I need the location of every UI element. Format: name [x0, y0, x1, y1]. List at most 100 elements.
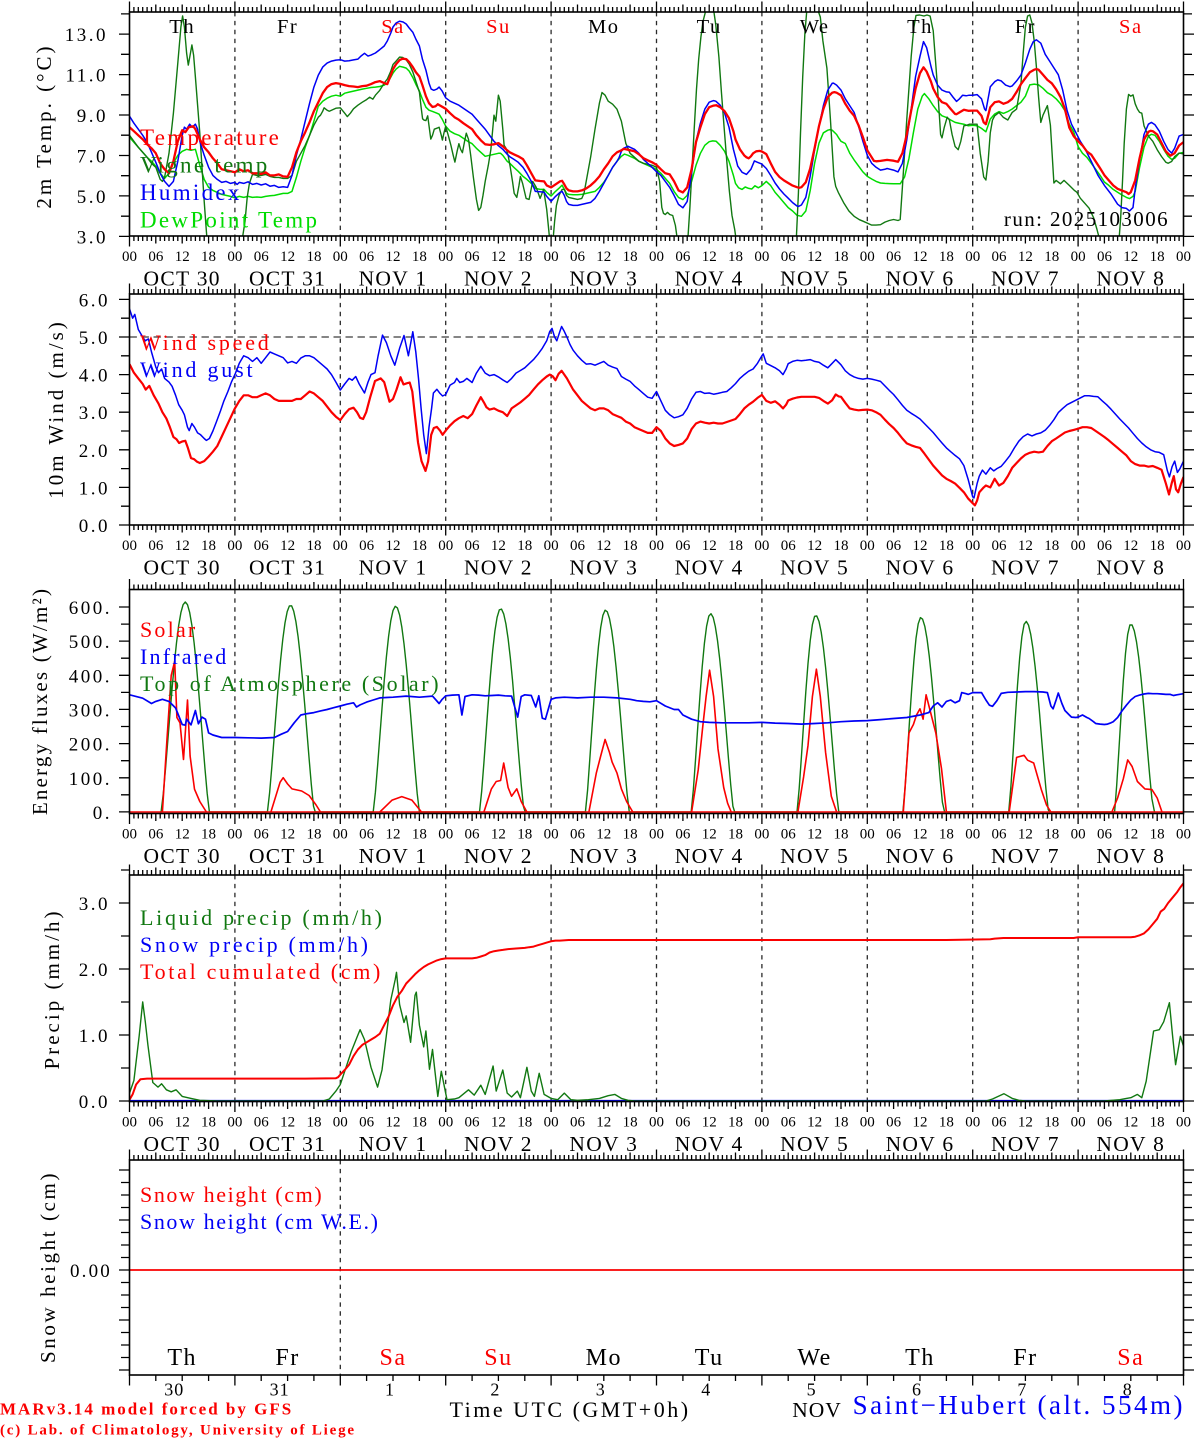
svg-text:Infrared: Infrared	[140, 644, 228, 669]
svg-text:18: 18	[201, 538, 216, 554]
svg-text:12: 12	[913, 249, 928, 265]
svg-text:18: 18	[306, 1115, 321, 1131]
svg-text:18: 18	[939, 827, 954, 843]
svg-text:NOV 2: NOV 2	[464, 1132, 533, 1156]
svg-text:00: 00	[544, 249, 559, 265]
svg-text:NOV 2: NOV 2	[464, 844, 533, 868]
svg-text:06: 06	[992, 1115, 1008, 1131]
svg-text:Snow height (cm): Snow height (cm)	[36, 1171, 60, 1363]
svg-text:12: 12	[175, 249, 190, 265]
svg-text:18: 18	[517, 538, 532, 554]
svg-text:Snow height (cm): Snow height (cm)	[140, 1182, 323, 1207]
svg-text:12: 12	[1123, 538, 1138, 554]
svg-text:NOV 7: NOV 7	[991, 267, 1060, 291]
svg-text:NOV 3: NOV 3	[569, 1132, 638, 1156]
svg-text:12: 12	[596, 827, 611, 843]
svg-text:10m Wind (m/s): 10m Wind (m/s)	[44, 319, 68, 499]
svg-text:Su: Su	[484, 1345, 512, 1371]
svg-text:OCT 30: OCT 30	[144, 844, 221, 868]
svg-text:NOV 6: NOV 6	[886, 267, 955, 291]
svg-text:00: 00	[649, 1115, 664, 1131]
svg-text:00: 00	[965, 827, 980, 843]
svg-text:2m Temp. (°C): 2m Temp. (°C)	[32, 43, 56, 208]
svg-text:12: 12	[1018, 827, 1033, 843]
svg-text:00: 00	[333, 1115, 348, 1131]
svg-text:Sa: Sa	[1119, 16, 1143, 38]
svg-text:00: 00	[1176, 538, 1191, 554]
svg-text:OCT 30: OCT 30	[144, 1132, 221, 1156]
svg-text:600.: 600.	[69, 598, 112, 619]
svg-text:NOV 6: NOV 6	[886, 556, 955, 580]
svg-text:18: 18	[1150, 249, 1165, 265]
svg-text:Wind gust: Wind gust	[140, 357, 255, 382]
svg-text:1.0: 1.0	[79, 1026, 110, 1047]
svg-text:18: 18	[517, 827, 532, 843]
svg-text:00: 00	[860, 538, 875, 554]
svg-text:2: 2	[490, 1380, 500, 1400]
svg-text:00: 00	[1176, 1115, 1191, 1131]
svg-text:00: 00	[333, 538, 348, 554]
svg-text:NOV 2: NOV 2	[464, 556, 533, 580]
svg-text:00: 00	[438, 538, 453, 554]
svg-text:18: 18	[1150, 1115, 1165, 1131]
svg-text:18: 18	[623, 249, 638, 265]
svg-text:12: 12	[175, 1115, 190, 1131]
svg-text:12: 12	[386, 538, 401, 554]
svg-text:12: 12	[491, 538, 506, 554]
svg-text:Th: Th	[167, 1345, 197, 1371]
svg-text:18: 18	[728, 538, 743, 554]
svg-text:06: 06	[886, 538, 902, 554]
svg-text:00: 00	[544, 538, 559, 554]
svg-text:NOV 3: NOV 3	[569, 267, 638, 291]
svg-text:06: 06	[359, 1115, 375, 1131]
svg-text:12: 12	[596, 538, 611, 554]
svg-text:06: 06	[359, 538, 375, 554]
svg-text:Fr: Fr	[275, 1345, 299, 1371]
svg-text:(c) Lab. of Climatology, Unive: (c) Lab. of Climatology, University of L…	[0, 1423, 356, 1439]
svg-text:Snow precip (mm/h): Snow precip (mm/h)	[140, 932, 371, 957]
svg-text:Energy fluxes (W/m²): Energy fluxes (W/m²)	[28, 587, 52, 815]
svg-text:Total cumulated (cm): Total cumulated (cm)	[140, 959, 383, 984]
svg-text:12: 12	[175, 827, 190, 843]
svg-text:06: 06	[465, 827, 481, 843]
svg-text:00: 00	[860, 827, 875, 843]
svg-text:Sa: Sa	[381, 16, 405, 38]
svg-text:We: We	[797, 1345, 831, 1371]
svg-text:00: 00	[965, 538, 980, 554]
svg-text:run: 2025103006: run: 2025103006	[1004, 207, 1169, 231]
svg-text:06: 06	[359, 827, 375, 843]
svg-text:5.0: 5.0	[79, 328, 110, 349]
svg-text:06: 06	[148, 827, 164, 843]
svg-text:00: 00	[1071, 827, 1086, 843]
svg-text:NOV: NOV	[792, 1398, 842, 1422]
svg-text:NOV 2: NOV 2	[464, 267, 533, 291]
svg-text:Su: Su	[486, 16, 511, 38]
svg-text:06: 06	[1097, 249, 1113, 265]
svg-text:12: 12	[491, 1115, 506, 1131]
svg-text:00: 00	[965, 249, 980, 265]
svg-text:06: 06	[254, 249, 270, 265]
svg-text:3: 3	[596, 1380, 606, 1400]
svg-text:400.: 400.	[69, 666, 112, 687]
svg-text:NOV 1: NOV 1	[359, 844, 428, 868]
svg-text:18: 18	[1044, 827, 1059, 843]
svg-text:06: 06	[886, 249, 902, 265]
svg-text:18: 18	[623, 1115, 638, 1131]
svg-text:18: 18	[728, 1115, 743, 1131]
svg-text:00: 00	[438, 1115, 453, 1131]
svg-text:00: 00	[1176, 827, 1191, 843]
svg-text:9.0: 9.0	[77, 106, 108, 127]
svg-text:OCT 30: OCT 30	[144, 267, 221, 291]
svg-text:1.0: 1.0	[79, 478, 110, 499]
svg-text:Solar: Solar	[140, 617, 197, 642]
svg-text:OCT 30: OCT 30	[144, 556, 221, 580]
svg-text:18: 18	[412, 1115, 427, 1131]
svg-text:06: 06	[254, 1115, 270, 1131]
svg-text:18: 18	[833, 1115, 848, 1131]
svg-text:NOV 5: NOV 5	[780, 1132, 849, 1156]
svg-text:18: 18	[201, 249, 216, 265]
svg-text:00: 00	[649, 249, 664, 265]
svg-text:18: 18	[1044, 538, 1059, 554]
svg-text:12: 12	[1123, 1115, 1138, 1131]
svg-text:06: 06	[148, 249, 164, 265]
